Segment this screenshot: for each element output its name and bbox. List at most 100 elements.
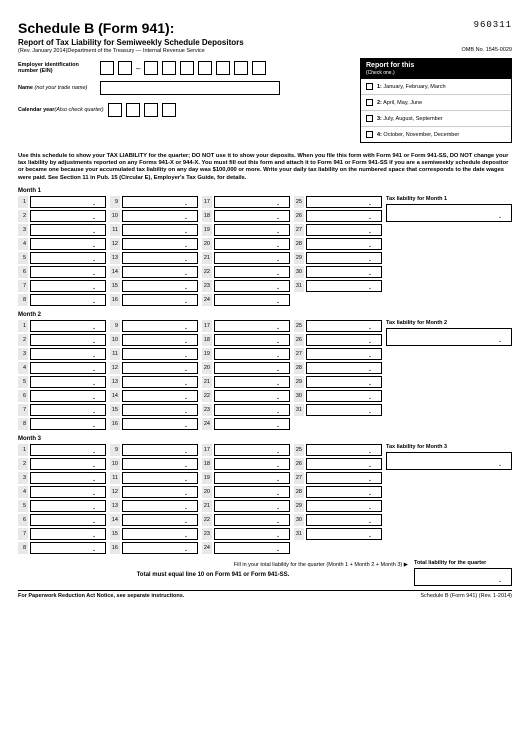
day-input-24[interactable]: . — [214, 542, 290, 554]
day-input-17[interactable]: . — [214, 444, 290, 456]
month-total-input[interactable]: . — [386, 328, 512, 346]
day-input-20[interactable]: . — [214, 238, 290, 250]
day-input-26[interactable]: . — [306, 458, 382, 470]
day-input-12[interactable]: . — [122, 486, 198, 498]
day-input-3[interactable]: . — [30, 472, 106, 484]
day-input-10[interactable]: . — [122, 458, 198, 470]
ein-box-4[interactable] — [162, 61, 176, 75]
day-input-29[interactable]: . — [306, 252, 382, 264]
day-input-1[interactable]: . — [30, 196, 106, 208]
day-input-27[interactable]: . — [306, 472, 382, 484]
day-input-11[interactable]: . — [122, 472, 198, 484]
day-input-29[interactable]: . — [306, 500, 382, 512]
day-input-8[interactable]: . — [30, 294, 106, 306]
day-input-13[interactable]: . — [122, 252, 198, 264]
day-input-2[interactable]: . — [30, 334, 106, 346]
ein-box-9[interactable] — [252, 61, 266, 75]
ein-box-5[interactable] — [180, 61, 194, 75]
day-input-7[interactable]: . — [30, 528, 106, 540]
day-input-6[interactable]: . — [30, 390, 106, 402]
day-input-10[interactable]: . — [122, 334, 198, 346]
day-input-16[interactable]: . — [122, 418, 198, 430]
day-input-12[interactable]: . — [122, 238, 198, 250]
report-option-1[interactable]: 1: January, February, March — [361, 79, 511, 94]
ein-box-1[interactable] — [100, 61, 114, 75]
day-input-9[interactable]: . — [122, 196, 198, 208]
day-input-31[interactable]: . — [306, 280, 382, 292]
day-input-4[interactable]: . — [30, 486, 106, 498]
day-input-21[interactable]: . — [214, 500, 290, 512]
day-input-14[interactable]: . — [122, 390, 198, 402]
day-input-11[interactable]: . — [122, 348, 198, 360]
ein-box-2[interactable] — [118, 61, 132, 75]
day-input-9[interactable]: . — [122, 444, 198, 456]
cal-box-1[interactable] — [108, 103, 122, 117]
day-input-16[interactable]: . — [122, 542, 198, 554]
day-input-23[interactable]: . — [214, 404, 290, 416]
day-input-20[interactable]: . — [214, 362, 290, 374]
day-input-17[interactable]: . — [214, 196, 290, 208]
day-input-3[interactable]: . — [30, 224, 106, 236]
name-input[interactable] — [100, 81, 280, 95]
day-input-15[interactable]: . — [122, 280, 198, 292]
report-option-3[interactable]: 3: July, August, September — [361, 110, 511, 126]
day-input-4[interactable]: . — [30, 362, 106, 374]
day-input-16[interactable]: . — [122, 294, 198, 306]
day-input-10[interactable]: . — [122, 210, 198, 222]
day-input-28[interactable]: . — [306, 486, 382, 498]
day-input-6[interactable]: . — [30, 266, 106, 278]
quarter-total-input[interactable]: . — [414, 568, 512, 586]
checkbox-icon[interactable] — [366, 115, 373, 122]
day-input-20[interactable]: . — [214, 486, 290, 498]
checkbox-icon[interactable] — [366, 99, 373, 106]
day-input-15[interactable]: . — [122, 404, 198, 416]
day-input-13[interactable]: . — [122, 376, 198, 388]
day-input-3[interactable]: . — [30, 348, 106, 360]
day-input-22[interactable]: . — [214, 390, 290, 402]
day-input-7[interactable]: . — [30, 404, 106, 416]
day-input-26[interactable]: . — [306, 210, 382, 222]
day-input-31[interactable]: . — [306, 404, 382, 416]
day-input-7[interactable]: . — [30, 280, 106, 292]
day-input-18[interactable]: . — [214, 334, 290, 346]
day-input-30[interactable]: . — [306, 266, 382, 278]
day-input-15[interactable]: . — [122, 528, 198, 540]
checkbox-icon[interactable] — [366, 131, 373, 138]
day-input-19[interactable]: . — [214, 348, 290, 360]
day-input-5[interactable]: . — [30, 252, 106, 264]
ein-box-6[interactable] — [198, 61, 212, 75]
day-input-8[interactable]: . — [30, 418, 106, 430]
day-input-8[interactable]: . — [30, 542, 106, 554]
day-input-12[interactable]: . — [122, 362, 198, 374]
report-option-2[interactable]: 2: April, May, June — [361, 94, 511, 110]
day-input-23[interactable]: . — [214, 280, 290, 292]
cal-box-2[interactable] — [126, 103, 140, 117]
day-input-5[interactable]: . — [30, 376, 106, 388]
day-input-25[interactable]: . — [306, 320, 382, 332]
ein-box-3[interactable] — [144, 61, 158, 75]
day-input-22[interactable]: . — [214, 514, 290, 526]
day-input-2[interactable]: . — [30, 458, 106, 470]
day-input-21[interactable]: . — [214, 376, 290, 388]
day-input-23[interactable]: . — [214, 528, 290, 540]
month-total-input[interactable]: . — [386, 204, 512, 222]
day-input-1[interactable]: . — [30, 444, 106, 456]
day-input-11[interactable]: . — [122, 224, 198, 236]
ein-box-7[interactable] — [216, 61, 230, 75]
day-input-2[interactable]: . — [30, 210, 106, 222]
day-input-27[interactable]: . — [306, 348, 382, 360]
day-input-30[interactable]: . — [306, 390, 382, 402]
day-input-18[interactable]: . — [214, 458, 290, 470]
day-input-6[interactable]: . — [30, 514, 106, 526]
checkbox-icon[interactable] — [366, 83, 373, 90]
day-input-27[interactable]: . — [306, 224, 382, 236]
day-input-21[interactable]: . — [214, 252, 290, 264]
day-input-14[interactable]: . — [122, 514, 198, 526]
day-input-9[interactable]: . — [122, 320, 198, 332]
day-input-26[interactable]: . — [306, 334, 382, 346]
report-option-4[interactable]: 4: October, November, December — [361, 126, 511, 142]
day-input-24[interactable]: . — [214, 294, 290, 306]
cal-box-4[interactable] — [162, 103, 176, 117]
day-input-25[interactable]: . — [306, 444, 382, 456]
day-input-25[interactable]: . — [306, 196, 382, 208]
